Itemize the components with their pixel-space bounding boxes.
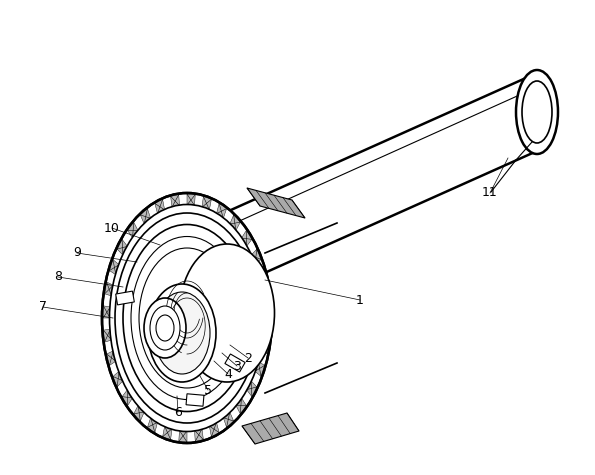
Polygon shape <box>261 340 270 354</box>
Polygon shape <box>209 422 219 437</box>
Polygon shape <box>251 249 261 265</box>
Polygon shape <box>264 318 271 330</box>
Text: 9: 9 <box>73 247 81 259</box>
Ellipse shape <box>150 306 180 350</box>
Polygon shape <box>262 294 271 307</box>
Text: 11: 11 <box>482 187 498 200</box>
Polygon shape <box>247 188 305 218</box>
Text: 7: 7 <box>39 301 47 314</box>
Text: 3: 3 <box>233 360 241 372</box>
Polygon shape <box>105 282 113 296</box>
Polygon shape <box>134 405 144 421</box>
Ellipse shape <box>109 205 265 431</box>
Polygon shape <box>255 361 265 377</box>
Polygon shape <box>178 430 187 442</box>
Ellipse shape <box>144 298 186 358</box>
Polygon shape <box>246 381 257 397</box>
Polygon shape <box>109 259 119 275</box>
Ellipse shape <box>180 244 274 382</box>
Polygon shape <box>223 412 234 428</box>
Ellipse shape <box>156 315 174 341</box>
Text: 1: 1 <box>356 294 364 306</box>
Polygon shape <box>103 306 110 318</box>
Text: 4: 4 <box>224 368 232 380</box>
Text: 2: 2 <box>244 352 252 364</box>
Polygon shape <box>104 329 111 342</box>
Polygon shape <box>115 291 134 305</box>
Polygon shape <box>236 398 246 414</box>
Ellipse shape <box>102 193 272 443</box>
Polygon shape <box>122 390 133 406</box>
Polygon shape <box>127 222 138 238</box>
Text: 10: 10 <box>104 221 120 235</box>
Ellipse shape <box>148 284 216 382</box>
Polygon shape <box>117 239 127 255</box>
Polygon shape <box>195 429 203 441</box>
Polygon shape <box>230 215 240 231</box>
Polygon shape <box>202 196 211 210</box>
Polygon shape <box>225 354 245 372</box>
Polygon shape <box>148 418 158 433</box>
Polygon shape <box>140 209 151 224</box>
Polygon shape <box>217 203 227 218</box>
Polygon shape <box>258 271 267 285</box>
Ellipse shape <box>154 292 210 374</box>
Text: 5: 5 <box>204 383 212 397</box>
Polygon shape <box>187 194 195 206</box>
Polygon shape <box>242 230 252 247</box>
Ellipse shape <box>522 81 552 143</box>
Polygon shape <box>155 200 165 214</box>
Polygon shape <box>113 371 123 387</box>
Polygon shape <box>186 394 204 406</box>
Ellipse shape <box>516 70 558 154</box>
Text: 8: 8 <box>54 270 62 284</box>
Text: 6: 6 <box>174 406 182 418</box>
Polygon shape <box>171 195 180 207</box>
Polygon shape <box>242 413 299 444</box>
Polygon shape <box>162 426 172 440</box>
Polygon shape <box>107 351 116 365</box>
